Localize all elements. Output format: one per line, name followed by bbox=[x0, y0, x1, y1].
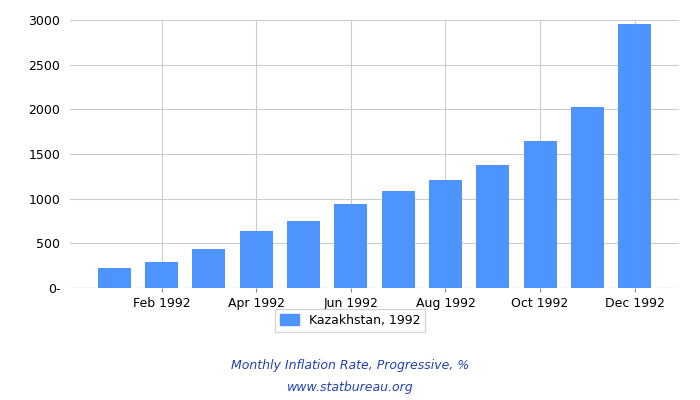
Bar bbox=[287, 221, 320, 288]
Bar bbox=[382, 191, 414, 288]
Bar bbox=[429, 180, 462, 288]
Bar bbox=[476, 165, 510, 288]
Text: www.statbureau.org: www.statbureau.org bbox=[287, 382, 413, 394]
Legend: Kazakhstan, 1992: Kazakhstan, 1992 bbox=[275, 309, 425, 332]
Bar bbox=[335, 204, 368, 288]
Bar bbox=[524, 142, 556, 288]
Text: Monthly Inflation Rate, Progressive, %: Monthly Inflation Rate, Progressive, % bbox=[231, 360, 469, 372]
Bar bbox=[145, 262, 178, 288]
Bar bbox=[239, 231, 273, 288]
Bar bbox=[618, 24, 651, 288]
Bar bbox=[98, 268, 131, 288]
Bar bbox=[193, 249, 225, 288]
Bar bbox=[571, 107, 604, 288]
